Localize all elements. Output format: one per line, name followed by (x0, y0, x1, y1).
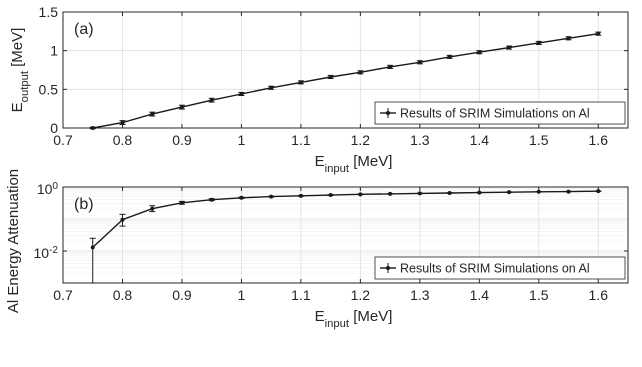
x-tick-label: 0.9 (172, 132, 192, 148)
x-tick-label: 1.1 (291, 287, 311, 303)
data-point (388, 64, 393, 69)
data-point (447, 190, 452, 195)
y-tick-label: 100 (37, 181, 59, 198)
panel-b: 0.7 0.8 0.9 1 1.1 1.2 1.3 1.4 1.5 1.6 10-2 100 (b) Ei… (5, 169, 629, 330)
y-axis-label: Eoutput [MeV] (9, 28, 31, 113)
x-axis-label: Einput [MeV] (315, 308, 393, 330)
data-point (566, 36, 571, 41)
panel-a: 0.7 0.8 0.9 1 1.1 1.2 1.3 1.4 1.5 1.6 0 0.5 1 1.5 (a) E… (9, 4, 629, 175)
data-point (209, 98, 214, 103)
plot-frame (62, 186, 629, 284)
data-point (150, 206, 155, 211)
data-point (536, 40, 541, 45)
data-point (179, 200, 184, 205)
x-tick-label: 1.3 (410, 287, 430, 303)
data-point (120, 217, 125, 222)
data-point (328, 74, 333, 79)
panel-label: (b) (74, 196, 94, 213)
x-tick-label: 1.2 (351, 287, 371, 303)
y-axis-label: Al Energy Attenuation (5, 169, 22, 313)
data-point (269, 194, 274, 199)
legend-marker (386, 111, 390, 115)
x-tick-label: 1.2 (351, 132, 371, 148)
x-tick-label: 0.7 (53, 287, 73, 303)
data-point (328, 193, 333, 198)
data-point (477, 50, 482, 55)
panel-label: (a) (74, 21, 94, 38)
legend-label: Results of SRIM Simulations on Al (400, 262, 590, 276)
data-point (209, 197, 214, 202)
x-tick-label: 1.4 (470, 287, 490, 303)
y-tick-label: 10-2 (33, 245, 58, 262)
data-point (417, 191, 422, 196)
data-point (417, 60, 422, 65)
data-point (298, 193, 303, 198)
data-point (239, 91, 244, 96)
legend-label: Results of SRIM Simulations on Al (400, 107, 590, 121)
data-point (566, 189, 571, 194)
data-point (447, 54, 452, 59)
data-point (120, 120, 125, 125)
legend-box (374, 256, 626, 280)
data-point (90, 126, 95, 130)
data-point (596, 189, 601, 194)
data-point (388, 191, 393, 196)
data-point (596, 31, 601, 36)
data-point (298, 80, 303, 85)
x-tick-label: 1.4 (470, 132, 490, 148)
data-point (239, 195, 244, 200)
plot-frame (62, 11, 629, 129)
x-tick-label: 1.3 (410, 132, 430, 148)
x-tick-label: 1.5 (529, 132, 549, 148)
data-point (269, 85, 274, 90)
data-point (507, 45, 512, 50)
x-tick-label: 1.6 (589, 287, 609, 303)
data-point (507, 190, 512, 195)
x-tick-label: 1.5 (529, 287, 549, 303)
y-tick-label: 1.5 (39, 4, 59, 20)
x-tick-label: 1.1 (291, 132, 311, 148)
data-point (477, 190, 482, 195)
legend: Results of SRIM Simulations on Al (374, 101, 626, 125)
data-point (179, 105, 184, 110)
x-tick-label: 0.8 (113, 132, 133, 148)
x-tick-label: 1 (238, 132, 246, 148)
x-tick-label: 0.8 (113, 287, 133, 303)
data-point (150, 112, 155, 117)
data-point (536, 189, 541, 194)
legend-box (374, 101, 626, 125)
data-point (358, 70, 363, 75)
data-point (90, 245, 95, 250)
y-tick-label: 1 (50, 43, 58, 59)
x-tick-label: 1 (238, 287, 246, 303)
data-point (358, 192, 363, 197)
x-tick-label: 1.6 (589, 132, 609, 148)
legend-marker (386, 266, 390, 270)
legend: Results of SRIM Simulations on Al (374, 256, 626, 280)
series-line (92, 33, 599, 129)
y-tick-label: 0 (50, 120, 58, 136)
x-tick-label: 0.7 (53, 132, 73, 148)
series-line (92, 190, 599, 248)
y-tick-label: 0.5 (39, 81, 59, 97)
x-axis-label: Einput [MeV] (315, 153, 393, 175)
x-tick-label: 0.9 (172, 287, 192, 303)
